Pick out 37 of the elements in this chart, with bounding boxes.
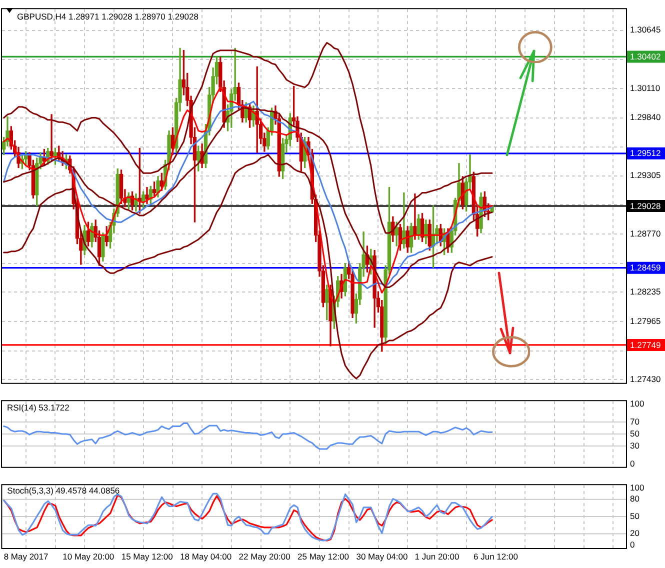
x-tick-label: 6 Jun 12:00 [474,551,518,562]
y-tick-label: 1.28235 [630,286,661,297]
candlestick [50,114,54,160]
y-tick-label: 50 [630,510,640,521]
y-tick-label: 100 [630,482,644,492]
x-tick-label: 18 May 04:00 [180,551,232,562]
y-tick-label: 1.28770 [630,228,661,238]
y-tick-label: 100 [630,398,644,408]
x-tick-label: 22 May 20:00 [238,551,291,562]
chart-title: Stoch(5,3,3) 49.4578 44.0856 [7,485,120,496]
y-tick-label: 0 [630,539,635,550]
candlestick [413,193,417,240]
ref-line-label: 1.29028 [630,200,661,211]
chart-title: RSI(14) 53.1722 [7,402,70,412]
x-tick-label: 8 May 2017 [4,551,49,562]
ref-line-label: 1.28459 [630,262,661,273]
y-tick-label: 50 [630,428,640,438]
y-tick-label: 70 [630,416,640,426]
y-tick-label: 1.27430 [630,374,661,384]
y-tick-label: 1.30110 [630,82,660,93]
x-tick-label: 10 May 20:00 [62,551,114,562]
ref-line-label: 1.27749 [630,340,661,350]
y-tick-label: 1.29305 [630,170,661,180]
ref-line-label: 1.30402 [630,52,661,62]
x-tick-label: 25 May 12:00 [298,551,350,562]
ref-line-label: 1.29512 [630,148,661,158]
y-tick-label: 30 [630,440,640,450]
x-tick-label: 1 Jun 20:00 [414,551,460,562]
chart-title: GBPUSD,H4 1.28971 1.29028 1.28970 1.29028 [17,11,199,22]
y-tick-label: 20 [630,528,640,538]
y-tick-label: 1.27965 [630,316,661,326]
y-tick-label: 1.29840 [630,112,661,122]
y-tick-label: 80 [630,494,640,504]
x-tick-label: 30 May 04:00 [356,551,408,562]
y-tick-label: 0 [630,458,635,468]
x-tick-label: 15 May 12:00 [121,551,174,562]
y-tick-label: 1.30645 [630,24,661,35]
